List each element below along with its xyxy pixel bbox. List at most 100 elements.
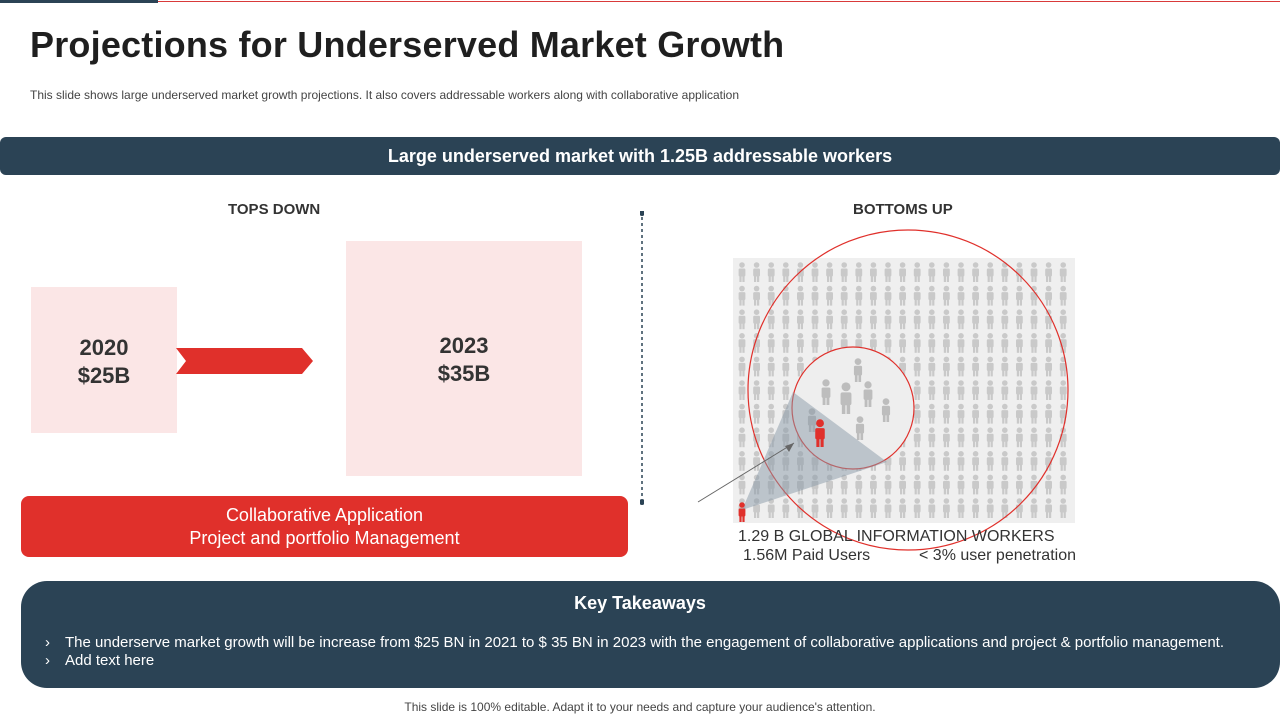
person-icon <box>928 333 936 353</box>
person-icon <box>870 285 877 306</box>
takeaway-text: Add text here <box>65 652 155 669</box>
pointer-line <box>697 442 795 503</box>
takeaway-item: › The underserve market growth will be in… <box>45 634 1224 651</box>
person-icon <box>972 427 979 448</box>
person-icon <box>986 498 994 518</box>
person-icon <box>899 333 906 353</box>
person-icon <box>782 262 790 282</box>
person-icon <box>738 333 746 353</box>
person-icon <box>855 309 863 330</box>
person-icon <box>972 451 979 471</box>
person-icon <box>826 333 833 353</box>
person-icon <box>1059 285 1067 306</box>
person-icon <box>957 498 965 518</box>
person-icon <box>957 356 965 377</box>
person-icon <box>1016 333 1023 353</box>
person-icon <box>1001 451 1009 471</box>
person-icon <box>1016 427 1023 448</box>
person-icon <box>1016 285 1023 306</box>
person-icon <box>957 403 965 424</box>
person-icon <box>943 356 950 377</box>
person-icon <box>840 498 848 518</box>
key-takeaways-panel: Key Takeaways › The underserve market gro… <box>21 581 1280 688</box>
person-icon <box>972 333 979 353</box>
person-icon <box>972 285 979 306</box>
person-icon <box>840 474 848 495</box>
person-icon <box>782 498 790 518</box>
person-icon <box>840 285 848 306</box>
global-workers-stat: 1.29 B GLOBAL INFORMATION WORKERS <box>738 528 1055 545</box>
takeaway-item: › Add text here <box>45 652 154 669</box>
person-icon <box>913 380 921 400</box>
box-2020 <box>31 287 177 433</box>
box-2020-text: 2020 $25B <box>31 334 177 390</box>
person-icon <box>811 285 819 306</box>
person-icon <box>957 451 965 471</box>
person-icon <box>884 309 892 330</box>
person-icon <box>957 474 965 495</box>
person-icon <box>943 474 950 495</box>
person-icon <box>899 309 906 330</box>
person-icon <box>1059 309 1067 330</box>
person-icon <box>972 356 979 377</box>
penetration-stat: < 3% user penetration <box>919 547 1076 564</box>
person-icon <box>1030 262 1038 282</box>
person-icon <box>884 474 892 495</box>
person-icon <box>928 498 936 518</box>
person-icon <box>986 262 994 282</box>
footer-note: This slide is 100% editable. Adapt it to… <box>404 700 876 714</box>
person-icon <box>986 356 994 377</box>
person-icon <box>1030 427 1038 448</box>
person-icon <box>913 262 921 282</box>
top-accent-bar <box>0 0 158 3</box>
person-icon <box>972 474 979 495</box>
person-icon <box>753 356 760 377</box>
person-icon <box>928 474 936 495</box>
person-icon <box>738 285 746 306</box>
market-banner: Large underserved market with 1.25B addr… <box>0 137 1280 175</box>
person-icon <box>928 356 936 377</box>
person-icon <box>767 380 775 400</box>
person-icon <box>870 262 877 282</box>
person-icon <box>972 403 979 424</box>
person-icon <box>855 285 863 306</box>
person-icon <box>1016 403 1023 424</box>
person-icon <box>767 333 775 353</box>
person-icon <box>753 333 760 353</box>
person-icon <box>986 451 994 471</box>
person-icon <box>943 309 950 330</box>
person-icon <box>943 451 950 471</box>
person-icon <box>928 427 936 448</box>
person-icon <box>738 403 746 424</box>
page-title: Projections for Underserved Market Growt… <box>30 24 785 65</box>
person-icon <box>972 380 979 400</box>
person-icon <box>899 262 906 282</box>
person-icon <box>840 262 848 282</box>
person-icon <box>884 498 892 518</box>
person-icon <box>928 262 936 282</box>
person-icon <box>1045 403 1052 424</box>
person-icon <box>1030 380 1038 400</box>
person-icon <box>913 333 921 353</box>
person-icon <box>840 309 848 330</box>
growth-arrow-icon <box>176 348 313 374</box>
person-icon <box>1001 380 1009 400</box>
person-icon <box>1001 356 1009 377</box>
person-icon <box>1045 474 1052 495</box>
person-icon <box>738 262 746 282</box>
person-icon <box>1030 356 1038 377</box>
person-icon <box>1045 380 1052 400</box>
person-icon <box>928 380 936 400</box>
person-icon <box>943 285 950 306</box>
pointer-arrowhead <box>785 443 794 452</box>
person-icon <box>826 285 833 306</box>
person-icon <box>767 403 775 424</box>
person-icon <box>899 451 906 471</box>
person-icon <box>972 309 979 330</box>
person-icon <box>826 262 833 282</box>
person-icon <box>943 333 950 353</box>
person-icon <box>913 309 921 330</box>
person-icon <box>1001 403 1009 424</box>
person-icon <box>986 333 994 353</box>
person-icon <box>899 285 906 306</box>
